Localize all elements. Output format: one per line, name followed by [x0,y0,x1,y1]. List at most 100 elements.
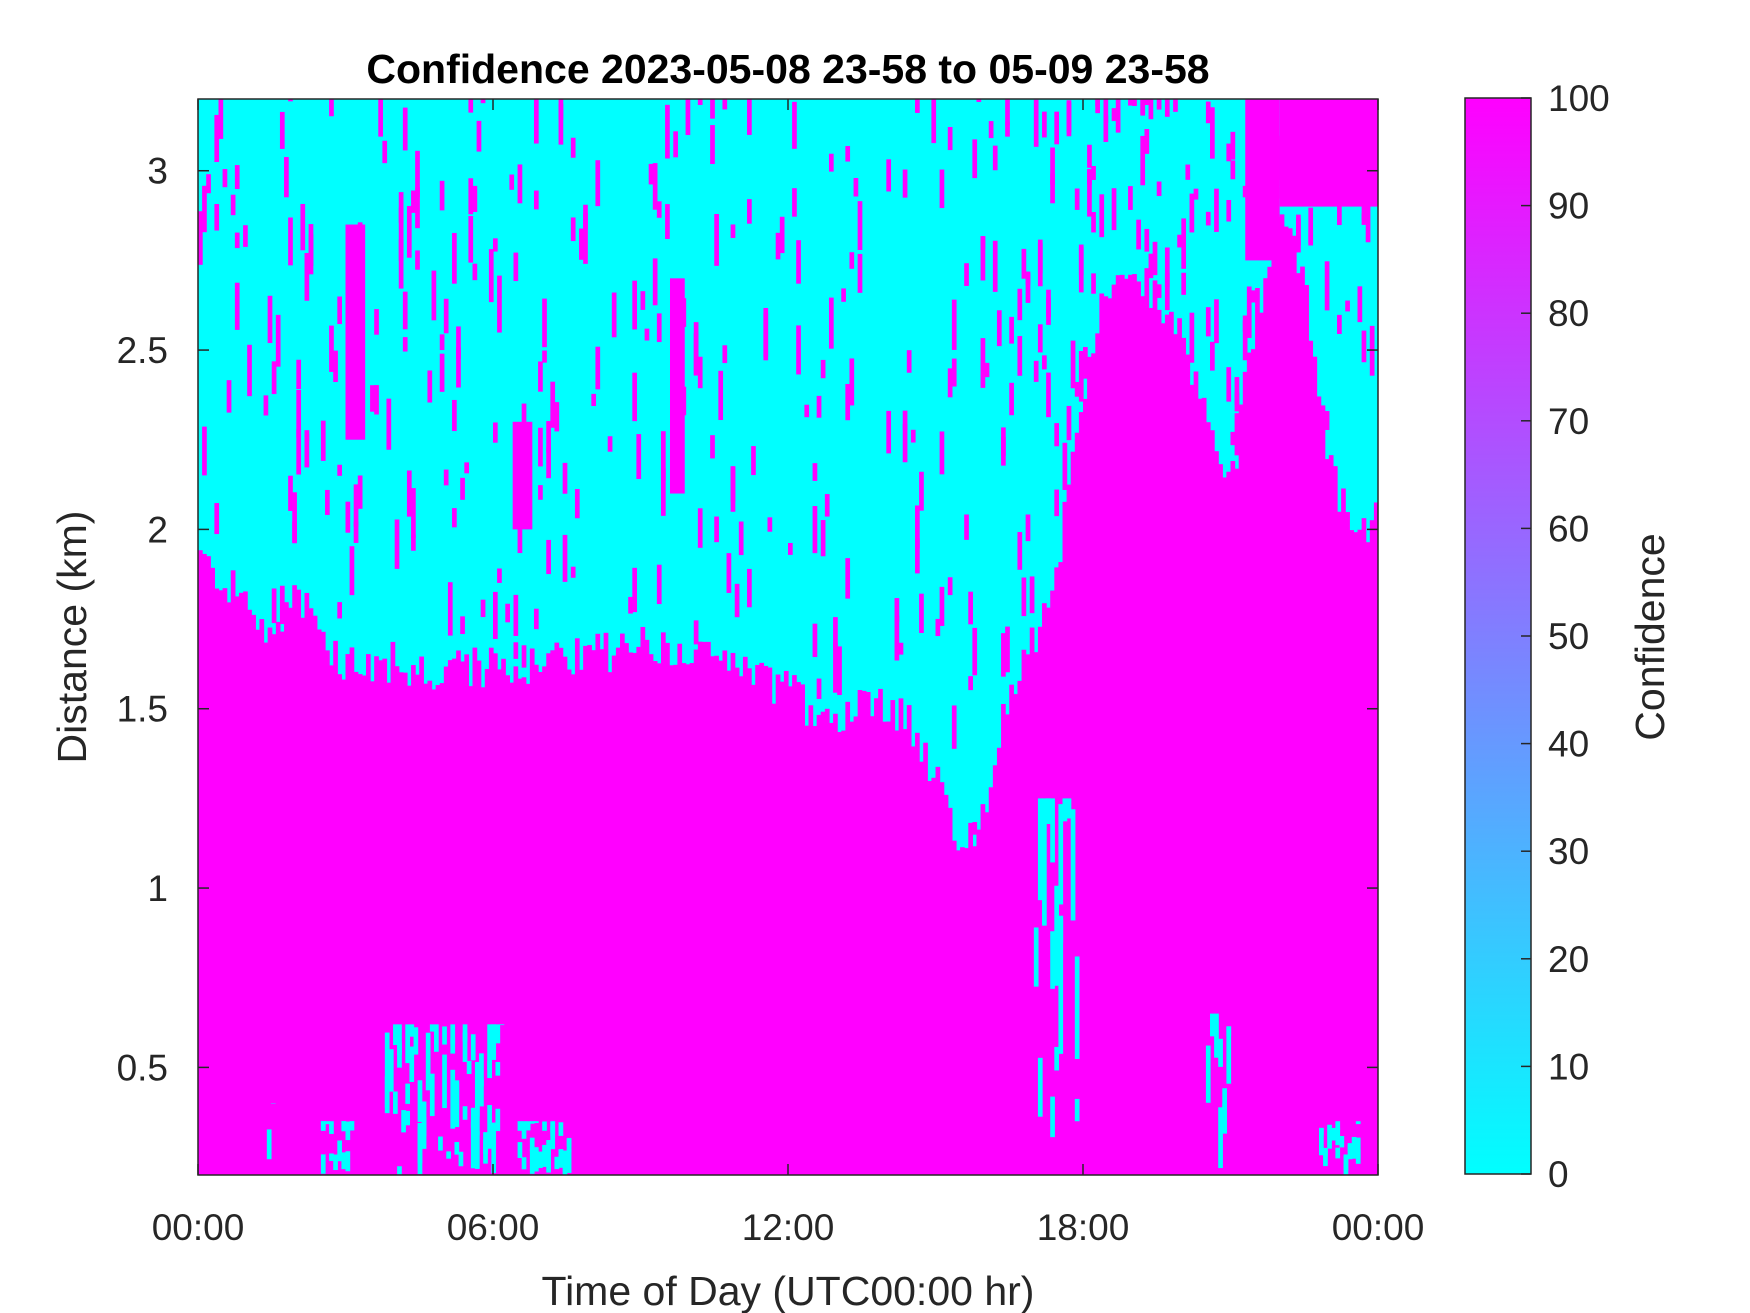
heatmap-column [669,665,674,1175]
heatmap-cell [529,1137,535,1152]
heatmap-speckle [357,475,363,509]
heatmap-column [857,689,863,1175]
heatmap-speckle [456,347,461,388]
heatmap-cell [434,1024,439,1052]
heatmap-column [1291,235,1297,1175]
heatmap-column [1017,680,1023,1175]
heatmap-speckle [558,103,564,120]
heatmap-column [468,686,474,1175]
heatmap-speckle [1189,193,1195,233]
heatmap-column [1263,278,1268,1175]
heatmap-cell [562,1150,568,1175]
heatmap-column [636,646,642,1175]
heatmap-column [497,669,502,1175]
heatmap-column [1078,412,1084,1175]
heatmap-speckle [1214,299,1219,344]
heatmap-speckle [296,429,302,475]
heatmap-column [1369,520,1375,1175]
heatmap-speckle [693,322,699,376]
heatmap-column [783,670,789,1175]
heatmap-cell [384,1032,390,1068]
heatmap-speckle [521,645,527,668]
heatmap-speckle [812,506,818,554]
heatmap-column [296,589,302,1175]
heatmap-cell [337,1140,343,1162]
heatmap-column [919,761,924,1175]
heatmap-cell [1218,1107,1223,1169]
heatmap-speckle [968,591,973,625]
x-axis-title: Time of Day (UTC00:00 hr) [542,1268,1035,1313]
heatmap-cell [1355,1121,1361,1125]
heatmap-speckle [263,395,269,416]
heatmap-speckle [747,199,752,224]
heatmap-speckle [906,350,912,373]
heatmap-speckle [915,99,920,113]
heatmap-column [206,556,211,1175]
heatmap-speckle [710,435,715,459]
heatmap-speckle [456,326,461,359]
heatmap-column [493,653,498,1175]
heatmap-cell [458,1151,464,1167]
heatmap-speckle [853,178,859,197]
heatmap-cell [1347,1143,1353,1160]
heatmap-column [1205,422,1211,1175]
heatmap-speckle [792,101,797,149]
heatmap-speckle [1001,633,1006,677]
heatmap-column [460,661,465,1175]
heatmap-speckle [546,447,551,479]
heatmap-cell [566,1137,572,1152]
heatmap-speckle [1226,143,1232,162]
heatmap-cell [470,1034,476,1061]
heatmap-column [955,850,961,1175]
heatmap-speckle [447,582,453,636]
heatmap-column [656,663,662,1175]
heatmap-speckle [1210,341,1215,371]
heatmap-cell [417,1122,423,1164]
heatmap-column [894,730,900,1175]
heatmap-column [529,648,535,1175]
heatmap-speckle [570,217,576,242]
heatmap-column [546,653,551,1175]
heatmap-speckle [521,403,527,433]
heatmap-column [865,691,871,1175]
y-tick-label: 0.5 [117,1047,168,1088]
heatmap-column [1287,228,1293,1175]
heatmap-speckle [788,542,793,555]
heatmap-cell [558,1149,564,1168]
heatmap-column [1164,314,1170,1175]
heatmap-speckle [1185,164,1191,180]
heatmap-speckle [1337,198,1342,226]
heatmap-column [1250,349,1256,1175]
heatmap-speckle [718,370,724,421]
heatmap-column [1152,280,1158,1175]
heatmap-cell [401,1110,406,1133]
heatmap-column [337,674,343,1175]
heatmap-column [624,643,629,1175]
heatmap-column [374,656,379,1175]
heatmap-column [243,591,248,1175]
heatmap-speckle [972,627,978,676]
heatmap-column [828,722,834,1175]
heatmap-cell [470,1121,476,1169]
heatmap-column [812,726,818,1175]
heatmap-column [361,675,367,1175]
heatmap-speckle [513,594,519,636]
heatmap-cell [341,1121,347,1122]
heatmap-speckle [898,642,904,655]
colorbar-ticks: 0 10 20 30 40 50 60 70 80 90 100 [1521,78,1610,1195]
heatmap-cell [1074,1098,1080,1122]
heatmap-column [1185,354,1191,1175]
heatmap-speckle [1242,185,1248,198]
heatmap-column [1091,353,1096,1175]
x-tick-label: 06:00 [447,1207,540,1248]
heatmap-cell [529,1149,535,1174]
heatmap-speckle [1308,230,1314,246]
heatmap-speckle [1054,489,1060,517]
heatmap-speckle [460,616,465,635]
heatmap-speckle [1029,576,1035,614]
heatmap-speckle [1021,248,1027,279]
heatmap-speckle [382,140,388,164]
heatmap-speckle [1025,273,1031,303]
heatmap-column [1271,241,1277,1175]
heatmap-cell [550,1126,556,1150]
